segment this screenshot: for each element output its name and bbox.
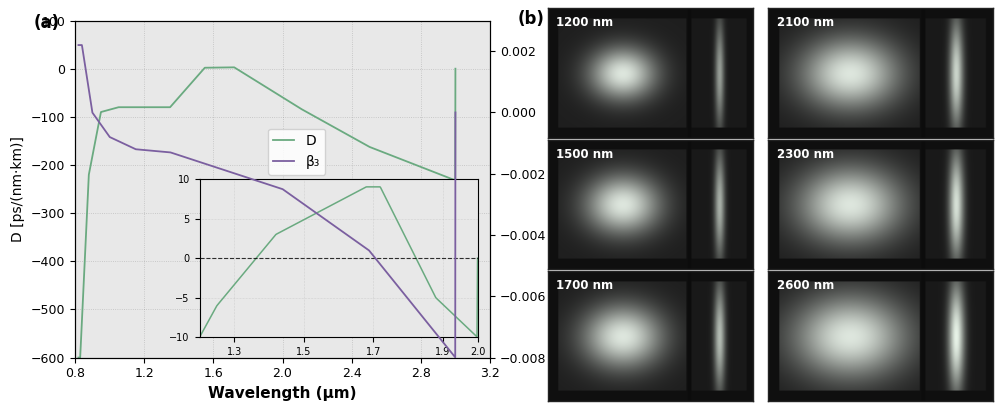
- β₃: [449, 110, 461, 115]
- Text: 1200 nm: 1200 nm: [556, 16, 613, 29]
- β₃: [449, 355, 461, 360]
- Text: (a): (a): [33, 14, 60, 32]
- D: [256, 82, 268, 87]
- Text: 1700 nm: 1700 nm: [556, 279, 613, 292]
- β₃: [438, 342, 450, 346]
- D: [72, 355, 84, 360]
- Text: 1500 nm: 1500 nm: [556, 148, 613, 161]
- D: [246, 76, 258, 81]
- Y-axis label: D [ps/(nm·km)]: D [ps/(nm·km)]: [11, 136, 25, 242]
- β₃: [246, 177, 258, 182]
- D: [439, 174, 451, 179]
- D: [369, 147, 381, 152]
- β₃: [438, 341, 450, 346]
- β₃: [256, 180, 268, 185]
- Y-axis label: :: β₃ (ps³/m): :: β₃ (ps³/m): [553, 148, 567, 231]
- Legend: D, β₃: D, β₃: [268, 129, 325, 175]
- D: [438, 174, 450, 179]
- β₃: [92, 118, 104, 122]
- Line: D: D: [78, 67, 455, 358]
- Text: (b): (b): [518, 10, 545, 28]
- Text: 2100 nm: 2100 nm: [777, 16, 834, 29]
- β₃: [72, 43, 84, 48]
- Line: β₃: β₃: [78, 45, 455, 357]
- Text: 2600 nm: 2600 nm: [777, 279, 834, 292]
- D: [449, 66, 461, 71]
- Text: 2300 nm: 2300 nm: [777, 148, 834, 161]
- X-axis label: Wavelength (μm): Wavelength (μm): [208, 386, 357, 401]
- β₃: [369, 256, 381, 261]
- D: [92, 126, 104, 131]
- D: [228, 65, 240, 70]
